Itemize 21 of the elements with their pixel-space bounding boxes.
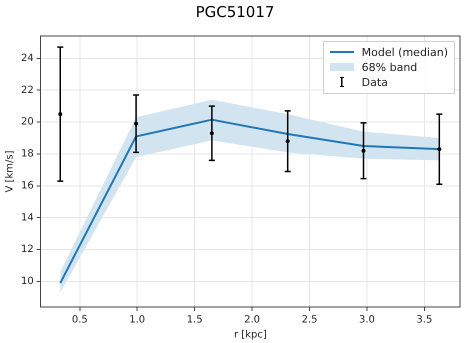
- x-tick-label: 1.5: [186, 314, 203, 326]
- x-tick-label: 0.5: [72, 314, 88, 326]
- y-tick-label: 24: [20, 52, 34, 64]
- y-tick-label: 20: [20, 116, 34, 128]
- x-tick-label: 3.0: [359, 314, 375, 326]
- x-tick-label: 1.0: [129, 314, 146, 326]
- y-tick-label: 12: [20, 244, 34, 256]
- x-tick-label: 2.0: [244, 314, 260, 326]
- y-tick-label: 16: [20, 180, 34, 192]
- legend-label: Data: [362, 75, 388, 90]
- legend-label: 68% band: [362, 60, 418, 75]
- y-axis-title: V [km/s]: [4, 150, 16, 192]
- y-tick-label: 10: [20, 276, 34, 288]
- x-axis-title: r [kpc]: [234, 330, 267, 341]
- x-tick-label: 3.5: [416, 314, 432, 326]
- y-tick-label: 22: [20, 84, 34, 96]
- chart-title: PGC51017: [196, 2, 274, 21]
- legend-label: Model (median): [362, 45, 448, 60]
- y-tick-label: 14: [20, 212, 34, 224]
- x-tick-label: 2.5: [302, 314, 318, 326]
- y-tick-label: 18: [20, 148, 34, 160]
